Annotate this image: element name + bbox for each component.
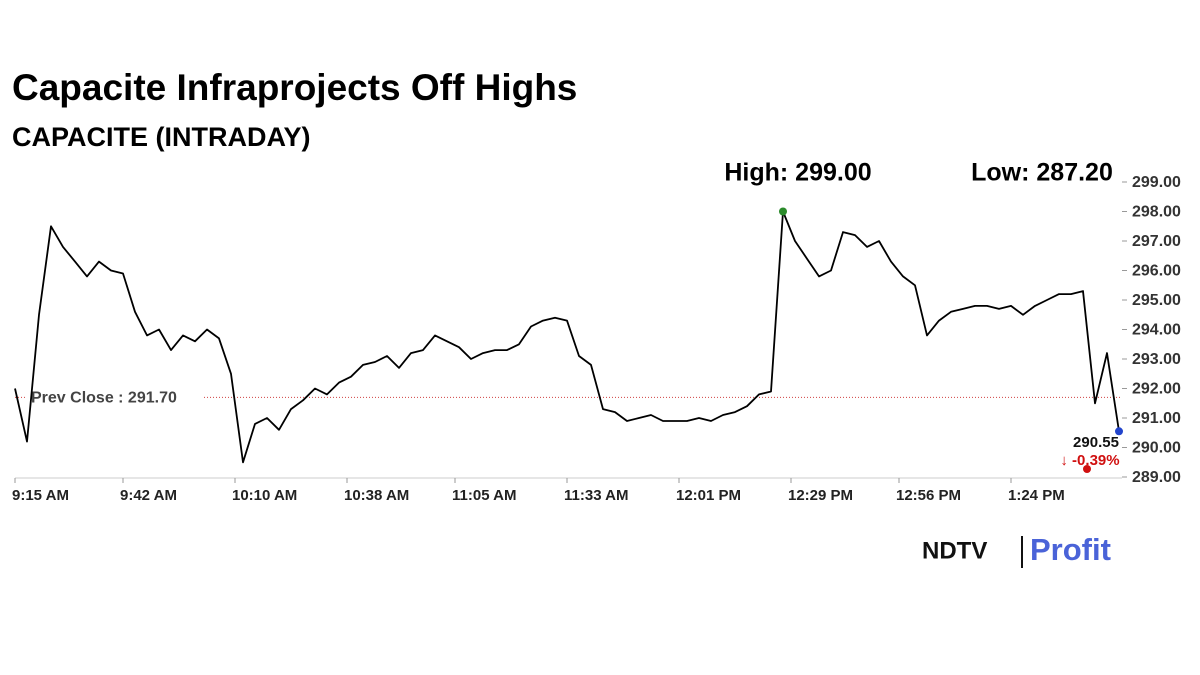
chart-subtitle: CAPACITE (INTRADAY) [12,122,311,152]
x-tick-label: 12:01 PM [676,487,741,504]
x-tick-label: 10:38 AM [344,487,409,504]
prev-close-label: Prev Close : 291.70 [31,390,177,407]
x-tick-label: 10:10 AM [232,487,297,504]
x-tick-label: 11:33 AM [564,487,628,504]
last-price-label: 290.55 [1073,434,1119,451]
y-tick-label: 294.00 [1132,322,1181,339]
brand-ndtv: NDTV [922,537,987,564]
y-tick-label: 291.00 [1132,410,1181,427]
y-tick-label: 299.00 [1132,174,1181,191]
chart-title: Capacite Infraprojects Off Highs [12,67,577,108]
x-tick-label: 9:42 AM [120,487,177,504]
y-tick-label: 295.00 [1132,292,1181,309]
y-tick-label: 290.00 [1132,440,1181,457]
prev-close-bg [26,387,204,408]
change-label: ↓ -0.39% [1060,452,1119,469]
x-tick-label: 12:29 PM [788,487,853,504]
low-annotation: Low: 287.20 [971,159,1113,187]
brand-profit: Profit [1030,532,1111,567]
change-dot [1083,465,1091,473]
last-dot [1115,427,1123,436]
x-tick-label: 12:56 PM [896,487,961,504]
y-tick-label: 293.00 [1132,351,1181,368]
x-tick-label: 1:24 PM [1008,487,1065,504]
high-dot [779,207,787,216]
y-tick-label: 296.00 [1132,263,1181,280]
y-tick-label: 292.00 [1132,381,1181,398]
x-tick-label: 9:15 AM [12,487,69,504]
y-tick-label: 289.00 [1132,469,1181,486]
high-annotation: High: 299.00 [724,159,871,187]
y-tick-label: 297.00 [1132,233,1181,250]
x-tick-label: 11:05 AM [452,487,516,504]
price-line [14,210,1120,464]
y-tick-label: 298.00 [1132,204,1181,221]
